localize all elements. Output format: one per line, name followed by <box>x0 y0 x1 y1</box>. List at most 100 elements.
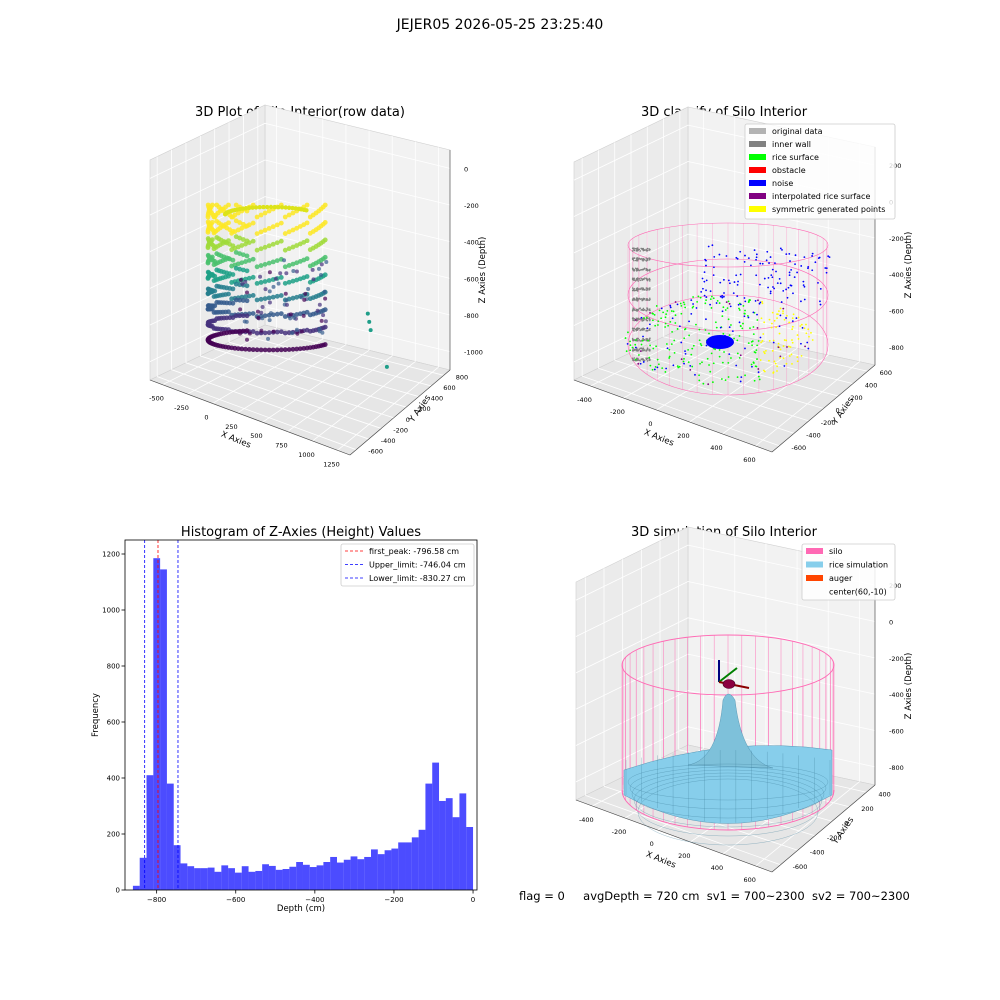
classify-noise-point <box>723 292 725 294</box>
histogram-bar <box>268 865 276 890</box>
classify-inner-wall-point <box>646 288 649 291</box>
classify-surface-point <box>649 344 651 347</box>
classify-noise-point <box>779 282 782 285</box>
raw-wall-point <box>250 329 256 334</box>
classify-surface-point <box>728 334 731 336</box>
classify-surface-point <box>751 344 753 347</box>
classify-surface-point <box>801 326 804 329</box>
classify-noise-point <box>750 264 752 267</box>
simulation-plot-ytick-label: 0 <box>844 819 848 827</box>
raw-wall-point <box>230 257 236 263</box>
raw-wall-point <box>266 225 272 231</box>
classify-surface-point <box>640 343 643 346</box>
raw-surface-point <box>288 312 293 317</box>
raw-wall-point <box>278 220 284 226</box>
classify-surface-point <box>673 351 676 354</box>
classify-noise-point <box>802 280 805 283</box>
classify-surface-point <box>807 347 810 350</box>
classify-inner-wall-point <box>642 309 645 312</box>
raw-plot-grid-y <box>214 348 407 408</box>
classify-noise-point <box>721 296 724 299</box>
histogram-bar <box>200 868 208 890</box>
raw-plot-grid-x <box>262 349 370 423</box>
classify-surface-point <box>710 307 713 309</box>
classify-surface-point <box>791 328 794 331</box>
classify-inner-wall-point <box>649 268 651 271</box>
classify-inner-wall-point <box>643 249 646 252</box>
raw-plot-ztick-label: -600 <box>464 275 479 283</box>
classify-surface-point <box>684 350 686 353</box>
classify-legend-swatch <box>749 193 766 199</box>
raw-surface-point <box>282 258 287 263</box>
raw-wall-point <box>290 295 296 301</box>
raw-surface-point <box>244 319 249 324</box>
raw-wall-point <box>297 276 303 282</box>
histogram-xtick-label: −600 <box>226 896 245 904</box>
classify-noise-point <box>792 292 794 295</box>
histogram-bar <box>234 872 242 890</box>
raw-wall-point <box>233 202 239 208</box>
raw-wall-point <box>229 296 235 302</box>
classify-inner-wall-point <box>633 279 636 281</box>
classify-noise-point <box>744 254 746 257</box>
histogram-bar <box>146 775 154 890</box>
classify-inner-wall-point <box>641 329 643 331</box>
simulation-plot-zlabel: Z Axies (Depth) <box>904 653 914 720</box>
classify-noise-point <box>825 271 828 274</box>
classify-surface-point <box>706 357 709 360</box>
classify-noise-point <box>737 303 740 306</box>
simulation-legend-swatch <box>806 548 823 554</box>
raw-wall-point <box>282 214 288 220</box>
raw-surface-point <box>243 279 248 284</box>
classify-surface-point <box>774 362 777 365</box>
raw-rim-point <box>222 212 228 217</box>
raw-surface-point <box>284 302 289 307</box>
classify-surface-point <box>635 339 637 341</box>
classify-surface-point <box>664 371 667 373</box>
raw-plot-xtick-label: -250 <box>174 404 189 412</box>
classify-inner-wall-point <box>635 257 638 259</box>
classify-surface-point <box>655 345 658 348</box>
raw-wall-point <box>258 212 264 218</box>
classify-noise-point <box>733 281 736 283</box>
raw-wall-point <box>205 260 211 266</box>
raw-wall-point <box>240 298 246 303</box>
raw-plot-grid-z <box>149 196 451 253</box>
classify-surface-point <box>754 365 757 368</box>
classify-surface-point <box>756 327 759 329</box>
raw-wall-point <box>211 278 217 284</box>
classify-surface-point <box>715 326 718 329</box>
classify-legend-label: inner wall <box>772 140 811 149</box>
classify-surface-point <box>679 302 682 305</box>
raw-surface-point <box>271 329 276 334</box>
classify-inner-wall-point <box>646 360 649 362</box>
classify-surface-point <box>672 310 675 313</box>
classify-inner-wall-point <box>646 329 649 332</box>
histogram-bar <box>180 863 188 890</box>
classify-surface-point <box>716 299 719 302</box>
classify-surface-point <box>684 327 687 330</box>
raw-plot-ytick-label: 0 <box>406 416 410 424</box>
raw-surface-point <box>306 286 311 291</box>
classify-surface-point <box>759 336 762 339</box>
raw-wall-point <box>266 347 272 353</box>
classify-inner-wall-point <box>633 249 636 252</box>
classify-surface-point <box>694 373 696 376</box>
raw-wall-point <box>211 294 217 299</box>
raw-wall-point <box>278 329 284 335</box>
classify-surface-point <box>750 363 753 366</box>
raw-wall-point <box>262 330 268 336</box>
raw-wall-point <box>262 296 268 302</box>
classify-inner-wall-point <box>637 258 639 261</box>
simulation-plot-ytick-label: -200 <box>827 834 842 842</box>
raw-plot-xtick-label: 1250 <box>323 460 340 468</box>
classify-plot-grid-y <box>647 344 839 397</box>
classify-legend-swatch <box>749 180 766 186</box>
classify-surface-point <box>787 345 790 348</box>
classify-inner-wall-point <box>632 307 634 309</box>
raw-wall-point <box>294 277 300 283</box>
classify-inner-wall-point <box>635 249 638 252</box>
classify-surface-point <box>710 352 713 355</box>
classify-noise-point <box>775 270 777 273</box>
classify-noise-point <box>767 286 769 289</box>
